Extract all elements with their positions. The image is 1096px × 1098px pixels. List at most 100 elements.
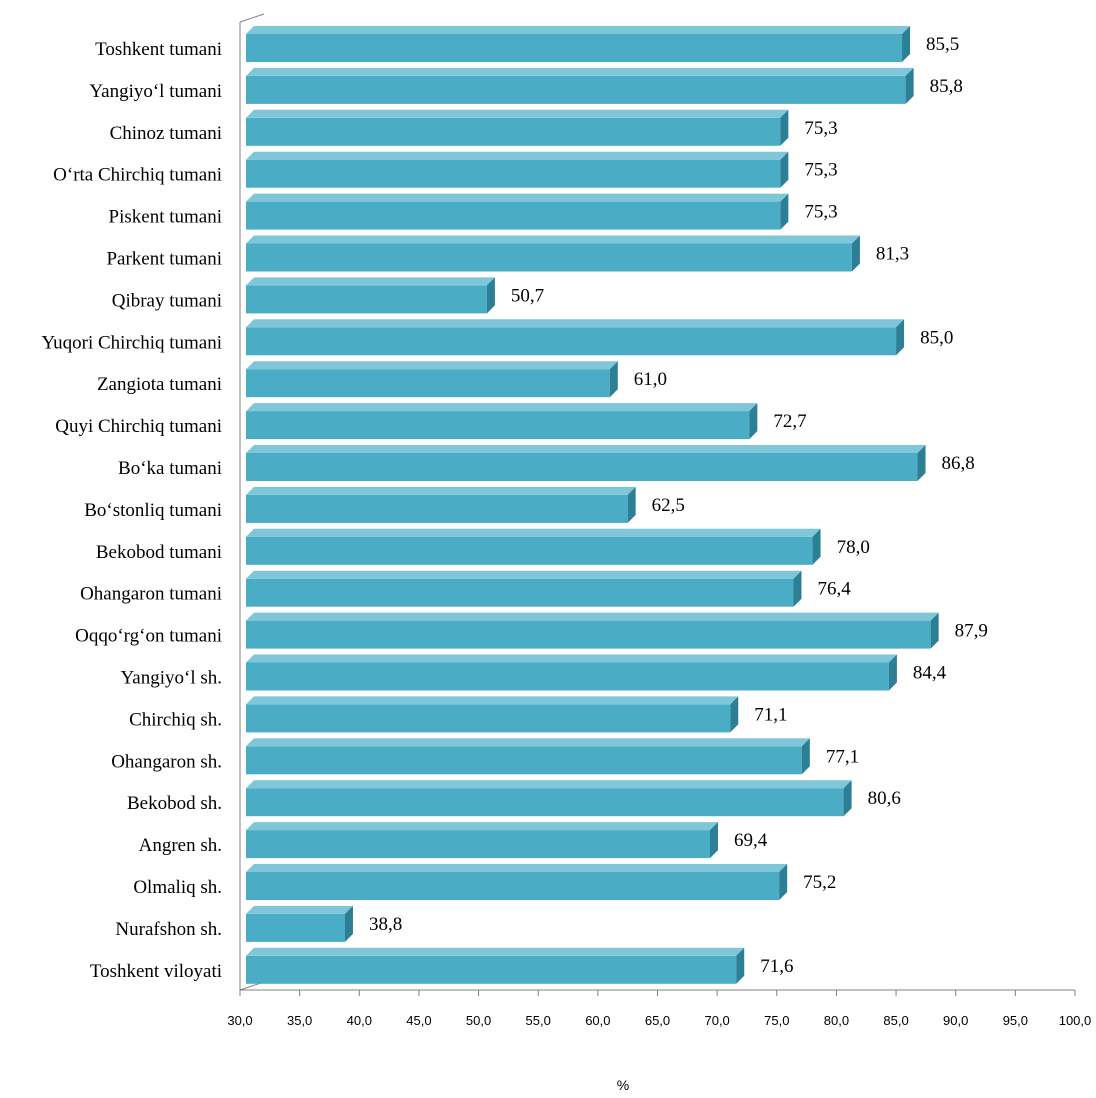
bar [246, 277, 495, 314]
bar-end [793, 570, 802, 607]
bar [246, 528, 821, 565]
value-label: 81,3 [876, 244, 909, 265]
category-label: Chirchiq sh. [129, 709, 222, 730]
x-tick-label: 85,0 [883, 1013, 908, 1028]
x-tick-label: 100,0 [1059, 1013, 1092, 1028]
value-label: 84,4 [913, 663, 947, 684]
bar-top [246, 109, 789, 118]
category-label: Bekobod tumani [96, 542, 222, 563]
category-label: Ohangaron tumani [80, 584, 222, 605]
bar [246, 947, 745, 984]
value-label: 86,8 [942, 453, 975, 474]
bar-front [246, 117, 781, 146]
bar-front [246, 369, 610, 398]
bar-end [812, 528, 821, 565]
category-label: Chinoz tumani [110, 123, 222, 144]
category-label: Parkent tumani [106, 249, 222, 270]
value-label: 71,6 [760, 956, 793, 977]
x-tick-label: 70,0 [704, 1013, 729, 1028]
bar-front [246, 453, 918, 481]
x-tick-label: 35,0 [287, 1013, 312, 1028]
category-label: Toshkent viloyati [90, 961, 222, 982]
value-label: 75,2 [803, 872, 836, 893]
bar-front [246, 411, 750, 440]
bar [246, 445, 926, 481]
bar [246, 696, 739, 733]
bar [246, 67, 914, 104]
category-label: Nurafshon sh. [115, 919, 222, 940]
bar-end [736, 947, 745, 984]
value-label: 75,3 [804, 202, 837, 223]
bar-end [888, 654, 897, 691]
bar-top [246, 151, 789, 160]
bar [246, 486, 636, 523]
bar-top [246, 445, 926, 453]
bar-end [749, 403, 758, 440]
bar-top [246, 696, 739, 705]
bar [246, 151, 789, 188]
x-axis-ticks: 30,0 35,0 40,0 45,0 50,0 55,0 60,0 65,0 70,0 75,0… [227, 990, 1091, 1028]
bar-end [779, 864, 788, 900]
bar-top [246, 403, 758, 412]
x-tick-label: 55,0 [526, 1013, 551, 1028]
bar-end [917, 445, 926, 481]
category-label: Piskent tumani [109, 207, 222, 228]
x-tick-label: 95,0 [1003, 1013, 1028, 1028]
bar-top [246, 905, 353, 914]
bar-front [246, 746, 802, 775]
bar-top [246, 780, 852, 789]
bar-front [246, 913, 345, 942]
value-label: 85,8 [930, 76, 963, 97]
bar [246, 319, 905, 356]
bar [246, 235, 860, 272]
bar [246, 822, 718, 859]
bar-front [246, 955, 737, 984]
bar-top [246, 26, 911, 34]
bar-top [246, 738, 810, 747]
y-axis-depth-line [239, 13, 265, 23]
value-label: 50,7 [511, 285, 544, 306]
category-label: Yangiyo‘l tumani [89, 81, 222, 102]
value-label: 80,6 [868, 788, 901, 809]
category-label: Ohangaron sh. [111, 751, 222, 772]
bar [246, 403, 758, 440]
value-label: 85,5 [926, 34, 959, 55]
bar-front [246, 327, 897, 356]
value-labels: 85,5 85,8 75,3 75,3 75,3 81,3 50,7 85,0 61,0 72,7… [369, 34, 988, 977]
bar-top [246, 361, 618, 370]
value-label: 78,0 [837, 537, 870, 558]
bar-front [246, 662, 889, 691]
bar-top [246, 864, 788, 872]
bar-top [246, 528, 821, 537]
chart-bars [246, 26, 939, 984]
bar-end [780, 151, 789, 188]
bar-end [780, 109, 789, 146]
bar-top [246, 822, 718, 831]
bar-front [246, 578, 794, 607]
x-tick-label: 30,0 [227, 1013, 252, 1028]
bar-front [246, 75, 906, 104]
category-label: Bo‘stonliq tumani [84, 500, 222, 521]
value-label: 76,4 [817, 579, 851, 600]
bar-front [246, 830, 710, 859]
bar-end [344, 905, 353, 942]
value-label: 62,5 [652, 495, 685, 516]
bar-end [801, 738, 810, 775]
category-label: Qibray tumani [112, 290, 222, 311]
category-label: Zangiota tumani [97, 374, 222, 395]
bar-front [246, 872, 780, 900]
bar-end [709, 822, 718, 859]
value-label: 75,3 [804, 118, 837, 139]
value-label: 87,9 [955, 621, 988, 642]
bar-end [851, 235, 860, 272]
category-labels: Toshkent tumani Yangiyo‘l tumani Chinoz tu… [42, 39, 222, 982]
bar [246, 193, 789, 230]
category-label: Yangiyo‘l sh. [120, 668, 222, 689]
bar-end [609, 361, 618, 398]
value-label: 85,0 [920, 327, 953, 348]
bar-top [246, 235, 860, 244]
value-label: 38,8 [369, 914, 402, 935]
bar-top [246, 319, 905, 328]
category-label: Bekobod sh. [127, 793, 222, 814]
